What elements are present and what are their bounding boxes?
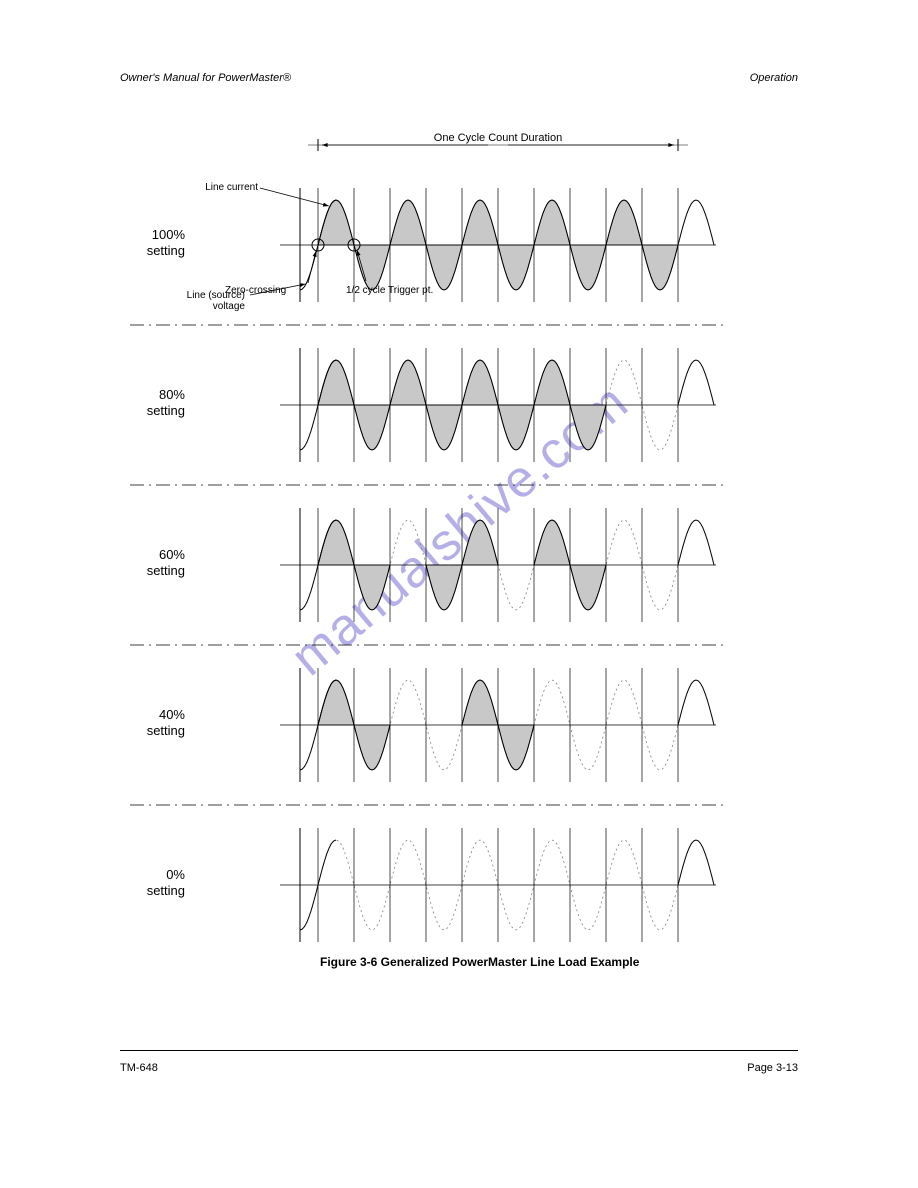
svg-text:80%: 80%: [159, 387, 185, 402]
svg-text:0%: 0%: [166, 867, 185, 882]
footer-right: Page 3-13: [747, 1062, 798, 1074]
svg-text:setting: setting: [147, 723, 185, 738]
page: Owner's Manual for PowerMaster® Operatio…: [0, 0, 918, 1188]
svg-text:setting: setting: [147, 563, 185, 578]
svg-text:setting: setting: [147, 403, 185, 418]
svg-text:voltage: voltage: [213, 301, 246, 312]
svg-text:40%: 40%: [159, 707, 185, 722]
footer-left: TM-648: [120, 1062, 158, 1074]
svg-text:Line (source): Line (source): [187, 290, 245, 301]
svg-text:Line current: Line current: [205, 182, 258, 193]
svg-text:1/2 cycle Trigger pt.: 1/2 cycle Trigger pt.: [346, 285, 433, 296]
svg-text:60%: 60%: [159, 547, 185, 562]
header-right: Operation: [750, 72, 798, 84]
footer-line: [120, 1050, 798, 1051]
svg-text:One Cycle Count Duration: One Cycle Count Duration: [434, 132, 562, 144]
svg-text:100%: 100%: [152, 227, 186, 242]
svg-text:setting: setting: [147, 883, 185, 898]
svg-text:setting: setting: [147, 243, 185, 258]
header-left: Owner's Manual for PowerMaster®: [120, 72, 291, 84]
figure: One Cycle Count Duration100%setting80%se…: [90, 125, 830, 945]
figure-caption: Figure 3-6 Generalized PowerMaster Line …: [320, 955, 639, 969]
